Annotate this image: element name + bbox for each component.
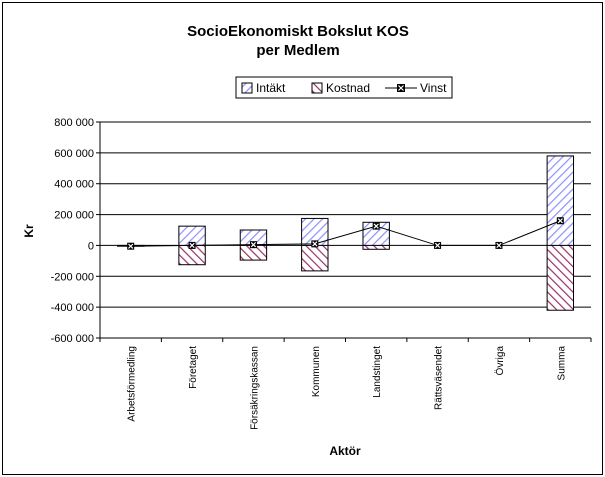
vinst-point-x (434, 242, 441, 249)
x-category-label: Kommunen (311, 346, 322, 397)
legend-label-vinst: Vinst (420, 81, 447, 95)
y-tick-label: 600 000 (54, 148, 94, 160)
x-axis-title: Aktör (329, 444, 361, 458)
y-tick-label: -200 000 (51, 271, 94, 283)
legend: Intäkt Kostnad Vinst (235, 76, 453, 99)
legend-box (235, 76, 453, 99)
legend-swatch-intakt (241, 82, 253, 94)
y-tick-label: 400 000 (54, 179, 94, 191)
axes (99, 122, 592, 342)
gridlines (100, 121, 591, 339)
bar-kostnad (362, 244, 390, 250)
legend-marker-vinst-x (398, 85, 404, 91)
chart-title-line-2: per Medlem (256, 42, 339, 59)
chart-title-line-1: SocioEkonomiskt Bokslut KOS (187, 23, 409, 40)
legend-swatch-kostnad (311, 82, 323, 94)
x-category-label: Arbetsförmedling (127, 346, 138, 422)
x-category-label: Övriga (494, 346, 506, 376)
x-category-label: Rättsväsendet (434, 346, 445, 410)
y-axis-title: Kr (22, 224, 36, 238)
vinst-point-x (496, 242, 502, 249)
legend-label-kostnad: Kostnad (326, 81, 370, 95)
vinst-line-path (130, 220, 561, 247)
y-tick-label: 200 000 (54, 210, 94, 222)
vinst-point-x (128, 243, 134, 249)
vinst-line (127, 217, 564, 250)
chart-svg: SocioEkonomiskt Bokslut KOS per Medlem I… (22, 23, 592, 458)
bar-kostnad (301, 244, 329, 272)
bars (116, 155, 575, 311)
vinst-point-x (312, 241, 318, 247)
bar-intakt (546, 155, 575, 246)
bar-kostnad (546, 244, 575, 311)
vinst-point-x (250, 242, 257, 248)
x-axis-category-labels: Arbetsförmedling Företaget Försäkringskass… (127, 346, 568, 430)
vinst-point-x (557, 218, 563, 224)
x-category-label: Landstinget (372, 346, 383, 398)
vinst-point-x (373, 223, 379, 229)
y-tick-label: -600 000 (51, 333, 94, 345)
x-category-label: Företaget (188, 346, 199, 389)
y-axis-ticks: 800 000 600 000 400 000 200 000 0 -200 000 -40… (51, 117, 100, 345)
x-category-label: Försäkringskassan (249, 346, 260, 430)
y-tick-label: -400 000 (51, 302, 94, 314)
y-tick-label: 800 000 (54, 117, 94, 129)
x-category-label: Summa (556, 346, 567, 381)
legend-label-intakt: Intäkt (256, 81, 286, 95)
vinst-point-x (189, 242, 195, 249)
y-tick-label: 0 (88, 240, 94, 252)
